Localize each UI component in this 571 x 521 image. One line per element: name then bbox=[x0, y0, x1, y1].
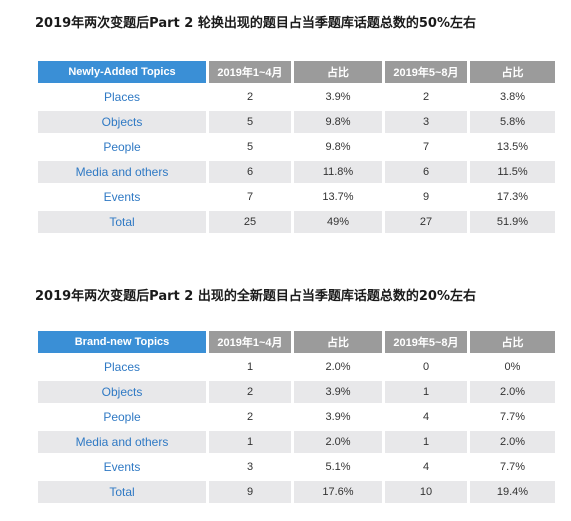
row-count2: 2 bbox=[422, 91, 430, 103]
row-count2: 4 bbox=[422, 411, 430, 423]
table-row: People 2 3.9% 4 7.7% bbox=[38, 406, 555, 428]
header-period1: 2019年1~4月 bbox=[209, 61, 291, 83]
row-share2: 2.0% bbox=[470, 381, 555, 403]
row-topic: Places bbox=[103, 90, 141, 104]
row-share1: 2.0% bbox=[325, 361, 351, 373]
table-row-total: Total 9 17.6% 10 19.4% bbox=[38, 481, 555, 503]
row-topic: Events bbox=[103, 460, 141, 474]
header-period2: 2019年5~8月 bbox=[385, 61, 467, 83]
row-count2: 4 bbox=[422, 461, 430, 473]
row-share1: 49% bbox=[294, 211, 382, 233]
row-count2: 9 bbox=[422, 191, 430, 203]
row-count2: 1 bbox=[385, 431, 467, 453]
row-count2: 1 bbox=[385, 381, 467, 403]
row-count1: 9 bbox=[209, 481, 291, 503]
row-count1: 25 bbox=[209, 211, 291, 233]
header-topics: Newly-Added Topics bbox=[38, 61, 206, 83]
header-period1: 2019年1~4月 bbox=[209, 331, 291, 353]
row-count1: 5 bbox=[246, 141, 254, 153]
header-topics: Brand-new Topics bbox=[38, 331, 206, 353]
row-share2: 17.3% bbox=[496, 191, 529, 203]
row-count1: 6 bbox=[209, 161, 291, 183]
row-share1: 13.7% bbox=[322, 191, 354, 203]
row-topic: People bbox=[103, 410, 141, 424]
table-row: Places 1 2.0% 0 0% bbox=[38, 356, 555, 378]
row-share1: 3.9% bbox=[325, 91, 351, 103]
row-count1: 2 bbox=[246, 91, 254, 103]
row-share2: 2.0% bbox=[470, 431, 555, 453]
row-topic: Total bbox=[38, 211, 206, 233]
newly-added-topics-table: Newly-Added Topics 2019年1~4月 占比 2019年5~8… bbox=[35, 58, 558, 236]
table-row: Places 2 3.9% 2 3.8% bbox=[38, 86, 555, 108]
row-share2: 7.7% bbox=[499, 461, 526, 473]
row-topic: Places bbox=[103, 360, 141, 374]
table-row: Objects 5 9.8% 3 5.8% bbox=[38, 111, 555, 133]
row-topic: Total bbox=[38, 481, 206, 503]
row-share1: 9.8% bbox=[294, 111, 382, 133]
row-count2: 27 bbox=[385, 211, 467, 233]
table-row: Objects 2 3.9% 1 2.0% bbox=[38, 381, 555, 403]
header-period2: 2019年5~8月 bbox=[385, 331, 467, 353]
row-count1: 1 bbox=[246, 361, 254, 373]
row-topic: Media and others bbox=[38, 161, 206, 183]
row-share1: 3.9% bbox=[294, 381, 382, 403]
header-share1: 占比 bbox=[294, 331, 382, 353]
table-row: Media and others 6 11.8% 6 11.5% bbox=[38, 161, 555, 183]
row-share2: 0% bbox=[504, 361, 521, 373]
table-row: Media and others 1 2.0% 1 2.0% bbox=[38, 431, 555, 453]
row-topic: Objects bbox=[38, 111, 206, 133]
row-count2: 3 bbox=[385, 111, 467, 133]
row-count1: 5 bbox=[209, 111, 291, 133]
row-share1: 2.0% bbox=[294, 431, 382, 453]
row-count2: 10 bbox=[385, 481, 467, 503]
brand-new-topics-table: Brand-new Topics 2019年1~4月 占比 2019年5~8月 … bbox=[35, 328, 558, 506]
table-header-row: Brand-new Topics 2019年1~4月 占比 2019年5~8月 … bbox=[38, 331, 555, 353]
section1-title: 2019年两次变题后Part 2 轮换出现的题目占当季题库话题总数的50%左右 bbox=[35, 16, 476, 31]
row-share1: 5.1% bbox=[325, 461, 351, 473]
row-share2: 7.7% bbox=[499, 411, 526, 423]
section2-title: 2019年两次变题后Part 2 出现的全新题目占当季题库话题总数的20%左右 bbox=[35, 289, 476, 304]
row-share2: 51.9% bbox=[470, 211, 555, 233]
header-share2: 占比 bbox=[470, 331, 555, 353]
table-row: Events 3 5.1% 4 7.7% bbox=[38, 456, 555, 478]
row-share1: 9.8% bbox=[325, 141, 351, 153]
row-count2: 0 bbox=[422, 361, 430, 373]
row-count2: 6 bbox=[385, 161, 467, 183]
row-count1: 2 bbox=[209, 381, 291, 403]
header-share1: 占比 bbox=[294, 61, 382, 83]
row-share2: 5.8% bbox=[470, 111, 555, 133]
row-count1: 2 bbox=[246, 411, 254, 423]
row-topic: Events bbox=[103, 190, 141, 204]
row-share2: 19.4% bbox=[470, 481, 555, 503]
row-share2: 11.5% bbox=[470, 161, 555, 183]
table-row: People 5 9.8% 7 13.5% bbox=[38, 136, 555, 158]
row-count1: 1 bbox=[209, 431, 291, 453]
header-share2: 占比 bbox=[470, 61, 555, 83]
row-share2: 13.5% bbox=[496, 141, 529, 153]
row-share2: 3.8% bbox=[499, 91, 526, 103]
row-topic: Media and others bbox=[38, 431, 206, 453]
row-share1: 17.6% bbox=[294, 481, 382, 503]
table-row: Events 7 13.7% 9 17.3% bbox=[38, 186, 555, 208]
row-share1: 3.9% bbox=[325, 411, 351, 423]
table-header-row: Newly-Added Topics 2019年1~4月 占比 2019年5~8… bbox=[38, 61, 555, 83]
row-count1: 3 bbox=[246, 461, 254, 473]
row-share1: 11.8% bbox=[294, 161, 382, 183]
table-row-total: Total 25 49% 27 51.9% bbox=[38, 211, 555, 233]
row-topic: People bbox=[103, 140, 141, 154]
row-topic: Objects bbox=[38, 381, 206, 403]
row-count2: 7 bbox=[422, 141, 430, 153]
row-count1: 7 bbox=[246, 191, 254, 203]
